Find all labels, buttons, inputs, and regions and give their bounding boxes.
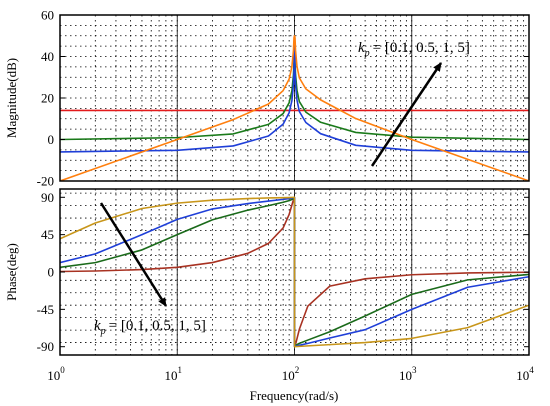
frequency-x-tick-label: 100 (47, 365, 65, 383)
magnitude-y-tick-label: -20 (37, 174, 54, 189)
frequency-x-tick-label: 102 (282, 365, 300, 383)
phase-y-tick-label: 0 (48, 265, 55, 280)
magnitude-axis-label: Magnitude(dB) (4, 58, 19, 138)
magnitude-kp-annotation: kp = [0.1, 0.5, 1, 5] (358, 40, 470, 59)
frequency-x-tick-label: 103 (399, 365, 417, 383)
phase-kp-annotation: kp = [0.1, 0.5, 1, 5] (94, 318, 206, 337)
phase-y-ticks: -90 -45 0 45 90 (37, 190, 529, 354)
phase-kp-symbol: k (94, 318, 101, 334)
phase-axis-label: Phase(deg) (4, 243, 19, 301)
frequency-x-tick-label: 101 (165, 365, 183, 383)
magnitude-y-tick-label: 20 (41, 91, 54, 106)
phase-y-tick-label: -45 (37, 302, 54, 317)
frequency-x-tick-label: 104 (516, 365, 534, 383)
magnitude-grid (60, 15, 530, 181)
phase-y-tick-label: -90 (37, 339, 54, 354)
magnitude-kp-arrow (370, 62, 443, 167)
phase-kp-values: = [0.1, 0.5, 1, 5] (109, 318, 206, 334)
phase-y-tick-label: 90 (41, 190, 54, 205)
magnitude-curves (60, 34, 529, 181)
phase-series-4-line (60, 196, 529, 348)
phase-y-tick-label: 45 (41, 227, 54, 242)
frequency-x-ticks: 100 101 102 103 104 (47, 365, 534, 383)
phase-kp-subscript: p (100, 326, 106, 337)
frequency-axis-label: Frequency(rad/s) (250, 388, 339, 403)
phase-curves (60, 196, 529, 348)
magnitude-panel: -20 0 20 40 60 Magnitude(dB) kp = [0.1, 0.5, … (4, 8, 530, 189)
magnitude-kp-subscript: p (364, 48, 370, 59)
magnitude-y-tick-label: 0 (48, 132, 55, 147)
magnitude-kp-values: = [0.1, 0.5, 1, 5] (373, 40, 470, 56)
magnitude-y-ticks: -20 0 20 40 60 (37, 8, 529, 189)
phase-panel: -90 -45 0 45 90 100 101 102 103 104 Phase(deg) F… (4, 188, 534, 403)
magnitude-series-4-line (60, 34, 529, 181)
magnitude-y-tick-label: 40 (41, 49, 54, 64)
magnitude-y-tick-label: 60 (41, 8, 54, 23)
magnitude-kp-symbol: k (358, 40, 365, 56)
phase-kp-arrow (99, 202, 168, 307)
